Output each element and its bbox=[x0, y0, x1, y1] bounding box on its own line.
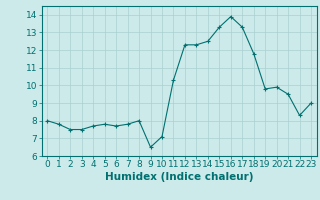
X-axis label: Humidex (Indice chaleur): Humidex (Indice chaleur) bbox=[105, 172, 253, 182]
